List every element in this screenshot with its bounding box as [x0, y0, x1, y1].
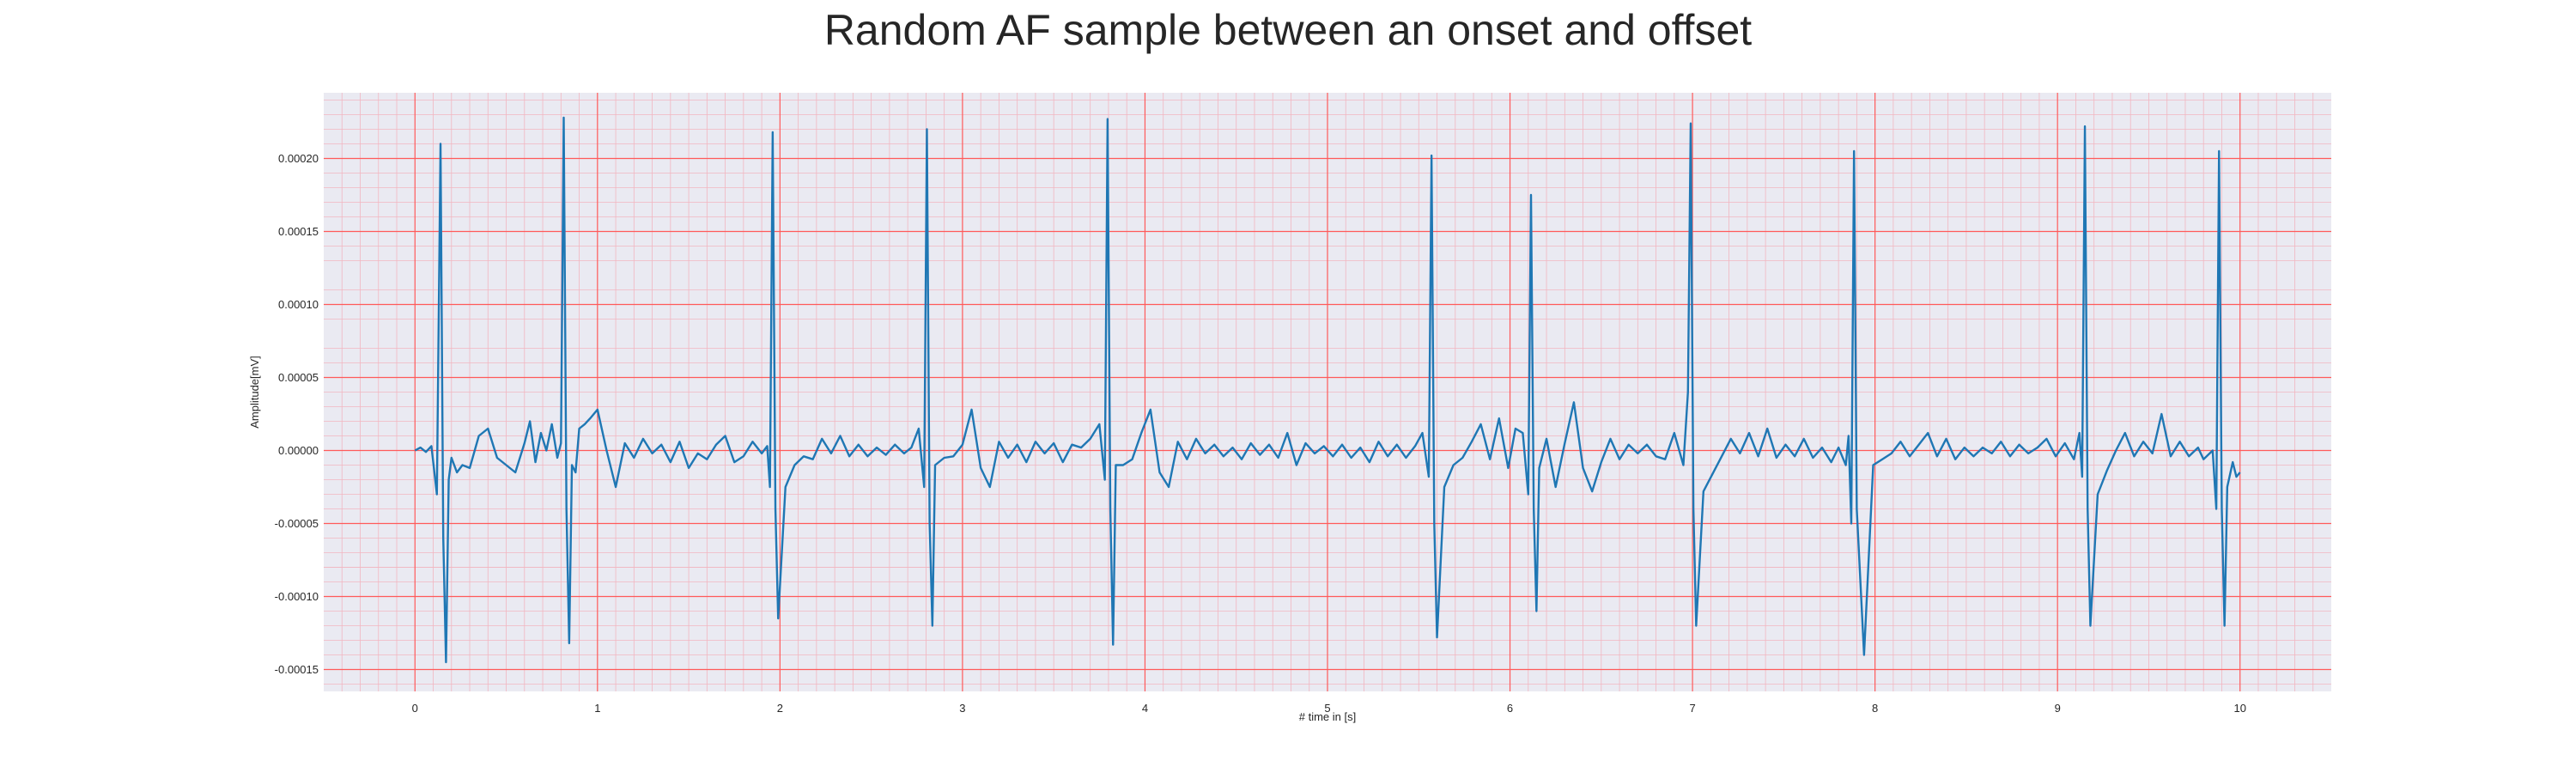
x-tick-label: 0	[412, 702, 418, 715]
y-tick-label: 0.00005	[278, 371, 319, 384]
series-line	[414, 116, 2241, 664]
x-tick-label: 2	[777, 702, 783, 715]
x-tick-label: 3	[959, 702, 965, 715]
x-tick-label: 7	[1689, 702, 1695, 715]
y-tick-label: 0.00000	[278, 444, 319, 457]
y-tick-label: -0.00005	[275, 517, 319, 530]
x-tick-label: 1	[594, 702, 600, 715]
x-tick-label: 5	[1324, 702, 1330, 715]
x-tick-label: 9	[2055, 702, 2061, 715]
x-tick-label: 8	[1872, 702, 1878, 715]
y-tick-label: 0.00015	[278, 225, 319, 238]
chart-title: Random AF sample between an onset and of…	[823, 6, 1753, 54]
y-axis-label: Amplitude[mV]	[248, 356, 261, 429]
y-tick-label: -0.00015	[275, 663, 319, 676]
x-tick-label: 4	[1142, 702, 1148, 715]
x-tick-label: 6	[1507, 702, 1513, 715]
x-tick-label: 10	[2233, 702, 2245, 715]
y-tick-label: 0.00010	[278, 298, 319, 311]
x-axis-label: # time in [s]	[1299, 710, 1356, 723]
y-tick-label: -0.00010	[275, 590, 319, 603]
x-axis-ticks: 0 1 2 3 4 5 6 7 8 9 10	[412, 702, 2246, 715]
y-tick-label: 0.00020	[278, 152, 319, 165]
y-axis-ticks: -0.00015 -0.00010 -0.00005 0.00000 0.00005 0.…	[275, 152, 319, 676]
